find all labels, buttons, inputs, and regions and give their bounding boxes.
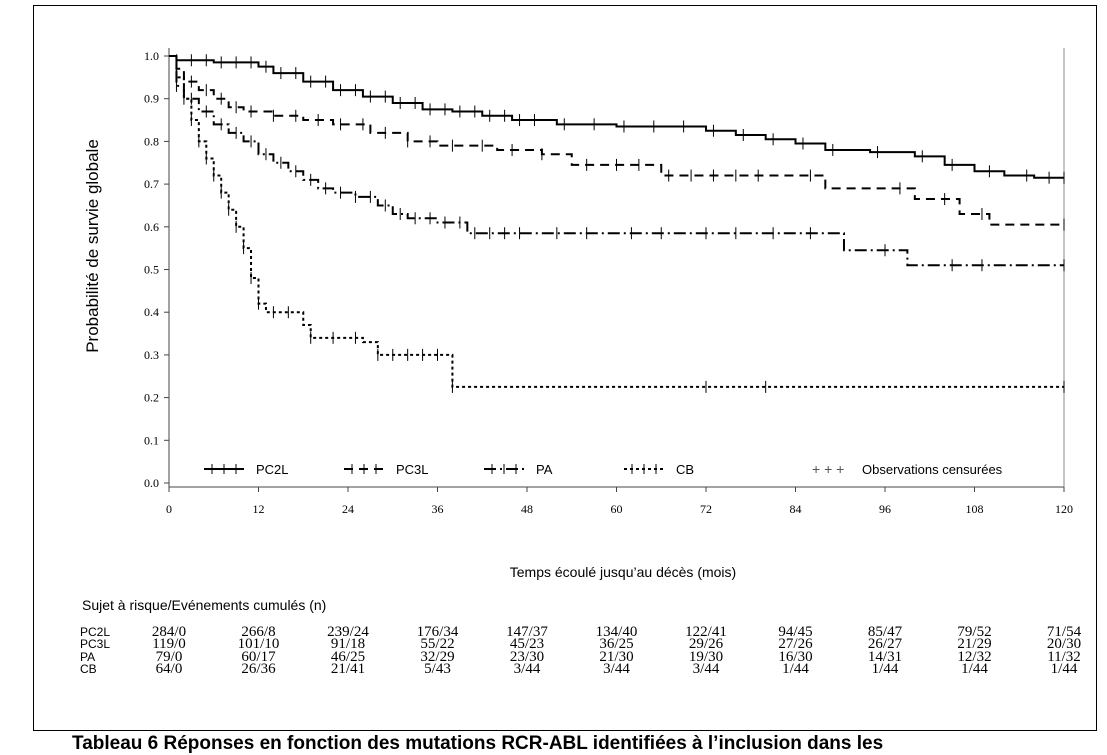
y-tick-label: 0.4 [144,305,159,319]
x-tick-label: 120 [1055,502,1073,516]
risk-cell: 36/25 [599,636,633,652]
x-tick-label: 36 [432,502,444,516]
risk-cell: 29/26 [689,636,724,652]
risk-cell: 122/41 [685,624,727,640]
x-tick-label: 60 [611,502,623,516]
y-tick-label: 0.9 [144,92,159,106]
y-tick-label: 0.0 [144,476,159,490]
x-tick-label: 96 [879,502,891,516]
legend-label-CB: CB [676,462,694,477]
risk-row-label: PC3L [80,637,110,651]
risk-cell: 134/40 [596,624,638,640]
risk-cell: 79/0 [156,649,183,665]
risk-cell: 3/44 [514,661,541,677]
risk-cell: 14/31 [868,649,902,665]
y-tick-label: 0.3 [144,348,159,362]
risk-cell: 119/0 [152,636,186,652]
risk-cell: 16/30 [778,649,812,665]
survival-chart: 0.0 0.1 0.2 0.3 0.4 0.5 0.6 0.7 0.8 0.9 1.0 0 12 24 36… [80,48,1082,677]
x-tick-label: 108 [966,502,984,516]
risk-cell: 79/52 [957,624,991,640]
risk-cell: 60/17 [241,649,276,665]
x-tick-label: 12 [253,502,265,516]
survival-curves [169,54,1065,393]
risk-cell: 101/10 [238,636,280,652]
risk-table: PC2L 284/0 266/8 239/24 176/34 147/37 134/40 12… [80,624,1082,677]
risk-cell: 32/29 [420,649,454,665]
risk-cell: 91/18 [331,636,365,652]
curve-CB [169,55,1064,388]
risk-cell: 176/34 [417,624,459,640]
series-PA [169,55,1065,272]
risk-cell: 3/44 [693,661,720,677]
x-tick-label: 0 [166,502,172,516]
risk-cell: 239/24 [327,624,369,640]
curve-PC2L [169,55,1064,179]
figure-frame: 0.0 0.1 0.2 0.3 0.4 0.5 0.6 0.7 0.8 0.9 1.0 0 12 24 36… [33,5,1097,731]
tick-labels: 0.0 0.1 0.2 0.3 0.4 0.5 0.6 0.7 0.8 0.9 1.0 0 12 24 36… [144,49,1073,516]
risk-cell: 11/32 [1047,649,1081,665]
axes [164,48,1065,492]
risk-cell: 5/43 [424,661,451,677]
risk-row-label: PC2L [80,625,110,639]
x-tick-label: 24 [342,502,354,516]
y-tick-label: 0.7 [144,177,159,191]
risk-cell: 71/54 [1047,624,1082,640]
legend-label-PA: PA [536,462,553,477]
risk-table-title: Sujet à risque/Evénements cumulés (n) [82,597,327,613]
risk-cell: 85/47 [868,624,903,640]
risk-cell: 94/45 [778,624,812,640]
risk-cell: 1/44 [961,661,988,677]
figure-caption: Tableau 6 Réponses en fonction des mutat… [72,733,884,754]
y-tick-label: 0.1 [144,433,159,447]
risk-cell: 1/44 [782,661,809,677]
risk-cell: 26/36 [241,661,276,677]
risk-cell: 23/30 [510,649,544,665]
x-tick-label: 72 [700,502,712,516]
risk-cell: 19/30 [689,649,723,665]
risk-cell: 21/29 [957,636,991,652]
risk-cell: 26/27 [868,636,903,652]
series-PC3L [169,55,1065,231]
series-PC2L [169,54,1065,184]
risk-cell: 46/25 [331,649,365,665]
x-axis-label: Temps écoulé jusqu’au décès (mois) [510,564,736,580]
risk-cell: 27/26 [778,636,813,652]
y-tick-label: 0.6 [144,220,159,234]
risk-cell: 12/32 [957,649,991,665]
x-tick-label: 84 [790,502,802,516]
legend-label-censored: Observations censurées [862,462,1003,477]
risk-cell: 284/0 [152,624,186,640]
risk-cell: 1/44 [1051,661,1078,677]
legend-label-PC2L: PC2L [256,462,289,477]
series-CB [169,55,1065,393]
y-tick-label: 0.5 [144,263,159,277]
risk-cell: 45/23 [510,636,544,652]
risk-cell: 21/41 [331,661,365,677]
y-tick-label: 0.8 [144,134,159,148]
risk-cell: 64/0 [156,661,183,677]
legend-label-PC3L: PC3L [396,462,429,477]
risk-row-label: PA [80,650,95,664]
risk-cell: 147/37 [506,624,548,640]
y-tick-label: 0.2 [144,391,159,405]
risk-cell: 20/30 [1047,636,1081,652]
legend-censored-symbol: + + + [812,461,844,477]
risk-cell: 3/44 [603,661,630,677]
risk-row-label: CB [80,662,97,676]
risk-cell: 266/8 [241,624,275,640]
risk-cell: 55/22 [420,636,454,652]
risk-cell: 1/44 [872,661,899,677]
curve-PA [169,55,1064,267]
risk-cell: 21/30 [599,649,633,665]
legend: PC2L PC3L PA CB + + + Observations censurées [204,461,1003,477]
y-axis-label: Probabilité de survie globale [83,139,102,353]
y-tick-label: 1.0 [144,49,159,63]
x-tick-label: 48 [521,502,533,516]
